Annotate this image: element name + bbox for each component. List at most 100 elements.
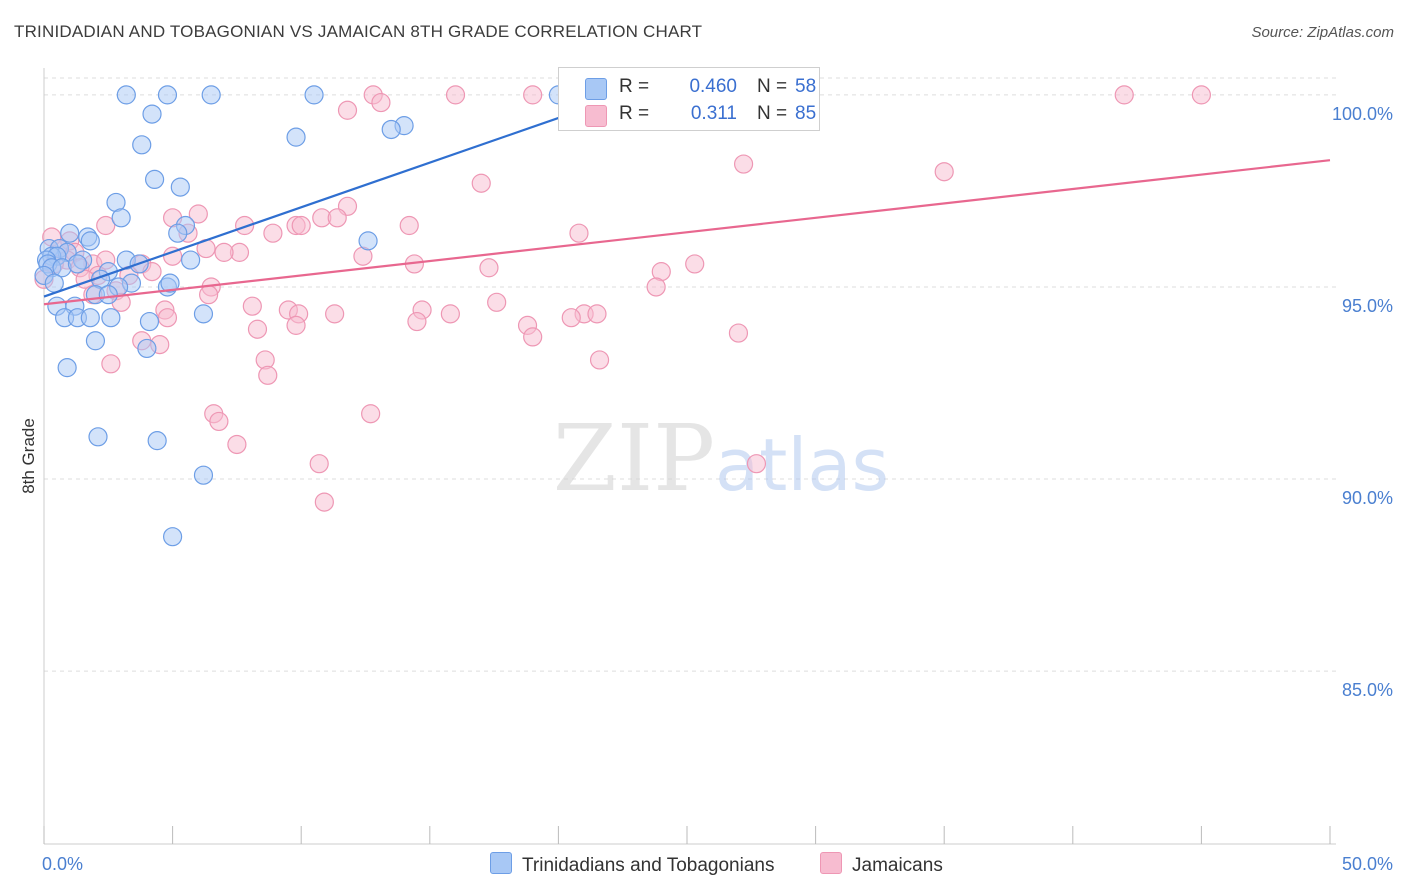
watermark-atlas: atlas bbox=[715, 423, 889, 507]
bottom-legend-trinidadian: Trinidadians and Tobagonians bbox=[490, 852, 774, 877]
point-trinidadian bbox=[381, 119, 401, 140]
point-trinidadian bbox=[286, 127, 306, 147]
point-trinidadian bbox=[137, 338, 157, 359]
point-jamaican bbox=[309, 454, 329, 474]
trend-layer bbox=[43, 94, 1331, 306]
y-tick-label: 95.0% bbox=[1342, 296, 1393, 316]
y-tick-label: 85.0% bbox=[1342, 680, 1393, 700]
point-jamaican bbox=[646, 277, 666, 297]
point-trinidadian bbox=[88, 427, 108, 447]
point-jamaican bbox=[96, 215, 116, 236]
point-jamaican bbox=[1191, 85, 1212, 105]
point-jamaican bbox=[163, 246, 183, 266]
point-jamaican bbox=[569, 223, 589, 243]
point-jamaican bbox=[242, 296, 262, 316]
point-trinidadian bbox=[101, 308, 121, 328]
legend-r-value: 0.460 bbox=[689, 76, 737, 97]
point-trinidadian bbox=[98, 285, 118, 305]
legend-r-value: 0.311 bbox=[690, 103, 737, 124]
point-jamaican bbox=[199, 285, 219, 305]
point-jamaican bbox=[247, 319, 268, 339]
point-jamaican bbox=[589, 350, 610, 370]
bottom-legend-label: Trinidadians and Tobagonians bbox=[522, 855, 775, 876]
point-jamaican bbox=[286, 315, 306, 335]
point-trinidadian bbox=[193, 465, 214, 485]
point-jamaican bbox=[746, 454, 767, 474]
point-trinidadian bbox=[60, 223, 80, 243]
point-trinidadian bbox=[116, 85, 136, 105]
bottom-legend-swatch-pink bbox=[820, 852, 842, 874]
point-jamaican bbox=[101, 354, 121, 374]
trendline-trinidadian bbox=[43, 94, 624, 298]
point-jamaican bbox=[361, 404, 381, 424]
point-jamaican bbox=[263, 223, 283, 243]
legend-n-value: 85 bbox=[795, 103, 817, 124]
point-jamaican bbox=[325, 304, 345, 324]
point-jamaican bbox=[487, 292, 507, 312]
legend-n-label: N = bbox=[757, 103, 788, 124]
source-label: Source: ZipAtlas.com bbox=[1251, 24, 1394, 41]
point-trinidadian bbox=[80, 308, 100, 328]
point-trinidadian bbox=[132, 135, 152, 155]
x-tick-label: 50.0% bbox=[1342, 854, 1393, 874]
point-jamaican bbox=[934, 162, 954, 182]
watermark-zip: ZIP bbox=[553, 405, 715, 512]
point-jamaican bbox=[337, 100, 358, 120]
point-jamaican bbox=[157, 308, 178, 328]
bottom-legend-jamaican: Jamaicans bbox=[820, 852, 943, 877]
legend-n-label: N = bbox=[757, 76, 788, 97]
point-trinidadian bbox=[142, 104, 162, 124]
legend-swatch-blue bbox=[585, 78, 607, 100]
grid-layer bbox=[44, 77, 1336, 672]
point-jamaican bbox=[314, 492, 334, 512]
point-trinidadian bbox=[147, 431, 167, 451]
point-trinidadian bbox=[139, 311, 160, 332]
point-trinidadian bbox=[144, 169, 165, 190]
legend-swatch-pink bbox=[585, 105, 607, 127]
trendline-jamaican bbox=[43, 159, 1331, 306]
point-jamaican bbox=[399, 215, 419, 236]
point-jamaican bbox=[523, 327, 543, 347]
point-jamaican bbox=[371, 92, 391, 113]
point-jamaican bbox=[685, 254, 705, 274]
point-jamaican bbox=[291, 215, 311, 236]
point-jamaican bbox=[407, 311, 427, 332]
point-jamaican bbox=[188, 204, 208, 224]
point-trinidadian bbox=[80, 231, 100, 251]
bottom-legend-swatch-blue bbox=[490, 852, 512, 874]
point-trinidadian bbox=[157, 85, 178, 105]
point-jamaican bbox=[471, 173, 491, 193]
chart-title: TRINIDADIAN AND TOBAGONIAN VS JAMAICAN 8… bbox=[14, 22, 703, 41]
point-jamaican bbox=[445, 85, 466, 105]
point-trinidadian bbox=[304, 85, 324, 105]
point-jamaican bbox=[209, 411, 229, 432]
point-trinidadian bbox=[67, 254, 88, 274]
point-jamaican bbox=[523, 85, 543, 105]
point-jamaican bbox=[327, 208, 347, 228]
point-jamaican bbox=[227, 434, 247, 455]
point-trinidadian bbox=[170, 177, 190, 197]
point-jamaican bbox=[587, 304, 607, 324]
point-trinidadian bbox=[358, 231, 378, 251]
point-jamaican bbox=[1114, 85, 1134, 105]
point-jamaican bbox=[258, 365, 278, 385]
point-jamaican bbox=[733, 154, 754, 174]
watermark: ZIP atlas bbox=[553, 405, 889, 512]
point-trinidadian bbox=[57, 358, 77, 378]
point-jamaican bbox=[479, 258, 499, 278]
bottom-legend-label: Jamaicans bbox=[852, 855, 943, 876]
axis-layer: 100.0% 95.0% 90.0% 85.0% 0.0% 50.0% bbox=[42, 68, 1393, 874]
legend-r-label: R = bbox=[619, 103, 650, 124]
point-jamaican bbox=[235, 215, 255, 236]
y-tick-label: 100.0% bbox=[1332, 104, 1393, 124]
point-trinidadian bbox=[44, 273, 64, 293]
point-trinidadian bbox=[85, 331, 106, 351]
point-jamaican bbox=[728, 323, 749, 343]
point-trinidadian bbox=[181, 250, 201, 270]
point-trinidadian bbox=[168, 223, 188, 243]
legend-n-value: 58 bbox=[795, 76, 817, 97]
correlation-legend: R = 0.460 N = 58 R = 0.311 N = 85 bbox=[558, 67, 820, 131]
point-trinidadian bbox=[160, 273, 180, 293]
point-trinidadian bbox=[193, 304, 214, 324]
